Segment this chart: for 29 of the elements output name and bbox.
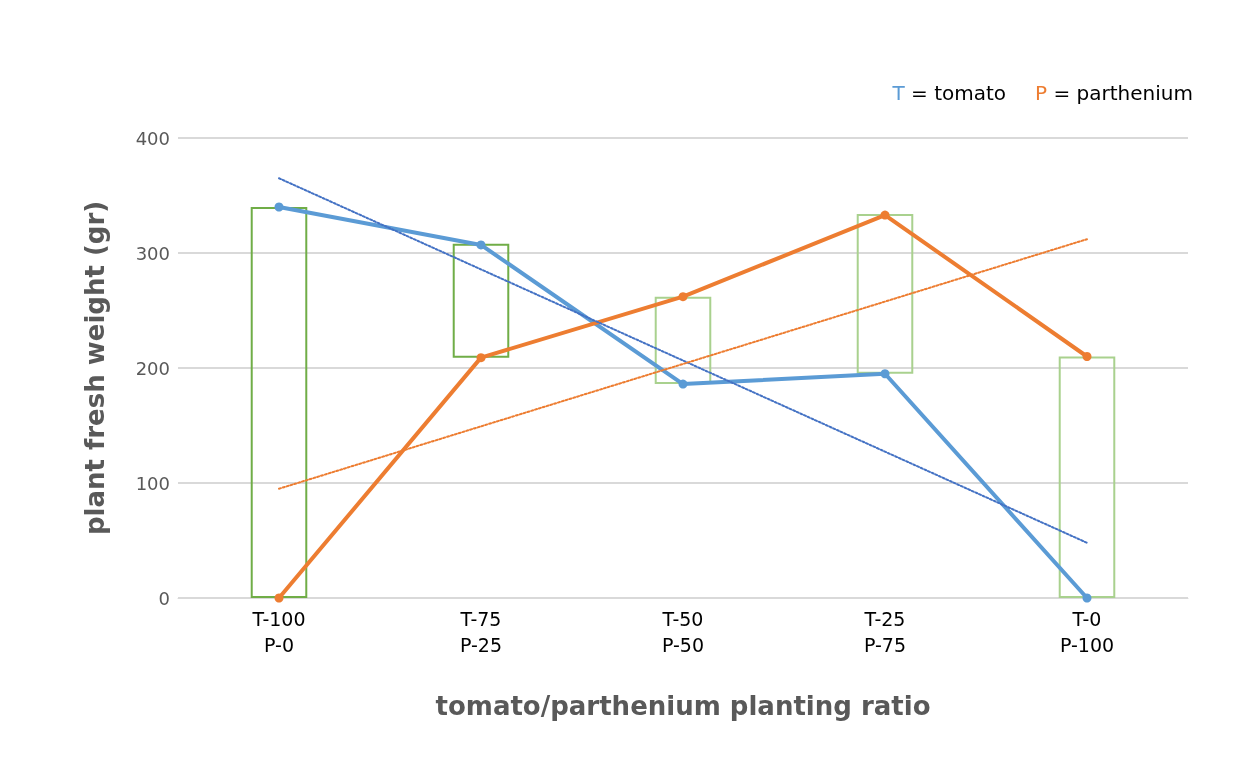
point — [880, 369, 890, 379]
point — [678, 292, 688, 302]
point — [678, 379, 688, 389]
y-tick-label: 200 — [135, 357, 170, 379]
point — [274, 593, 284, 603]
point — [1082, 352, 1092, 361]
y-tick-label: 0 — [158, 587, 170, 609]
bar — [452, 243, 510, 358]
point — [476, 240, 486, 250]
point — [476, 353, 486, 363]
text: P = parthenium — [1035, 81, 1193, 105]
y-tick-label: 100 — [135, 472, 170, 494]
point — [274, 202, 284, 212]
x-tick-label: T-0 P-100 — [1059, 608, 1115, 656]
y-tick-label: 300 — [135, 242, 170, 264]
bar — [250, 207, 308, 598]
bar — [856, 213, 914, 374]
x-axis-title: tomato/parthenium planting ratio — [435, 691, 931, 721]
x-tick-label: T-50 P-50 — [661, 608, 705, 656]
bar — [1058, 356, 1116, 598]
point — [880, 210, 890, 220]
point — [1082, 593, 1092, 603]
x-tick-label: T-25 P-75 — [863, 608, 907, 656]
bar — [654, 296, 712, 385]
y-tick-label: 400 — [135, 127, 170, 149]
x-tick-label: T-75 P-25 — [459, 608, 503, 656]
x-tick-label: T-100 P-0 — [251, 608, 306, 656]
y-axis-title: plant fresh weight (gr) — [80, 200, 110, 536]
text: T = tomato — [891, 81, 1007, 105]
